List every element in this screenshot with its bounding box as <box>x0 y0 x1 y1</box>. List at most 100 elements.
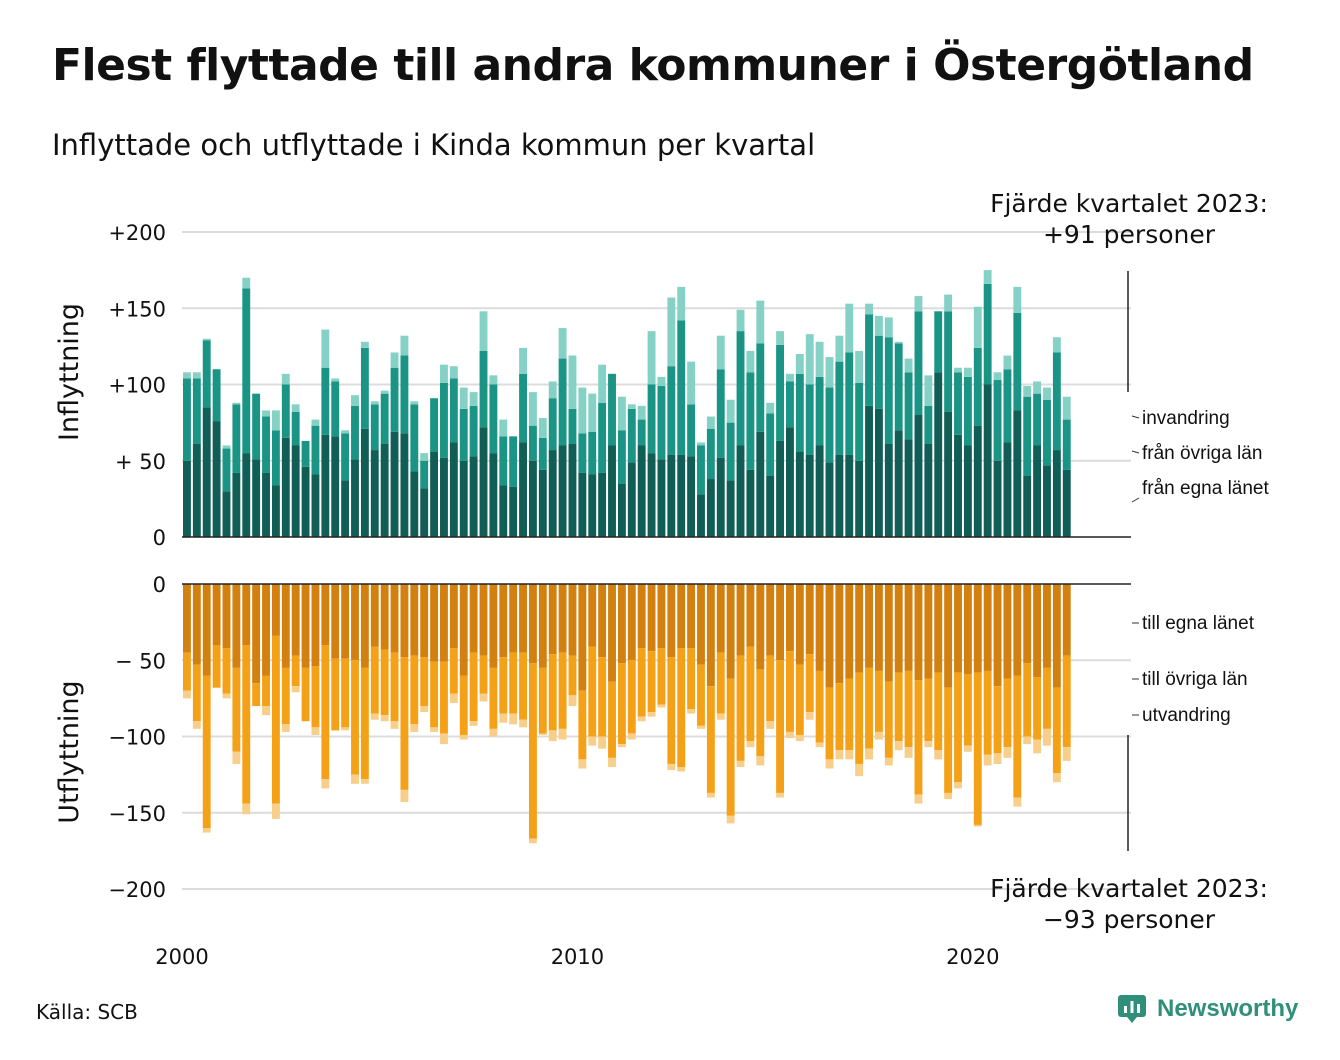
bar-outflow <box>884 757 893 766</box>
bar-outflow <box>598 657 607 737</box>
bar-outflow <box>1013 584 1022 676</box>
bar-inflow <box>983 384 992 537</box>
y-tick-label: 0 <box>153 573 166 597</box>
bar-inflow <box>370 450 379 537</box>
bar-outflow <box>459 584 468 676</box>
bar-inflow <box>825 387 834 463</box>
bar-outflow <box>548 730 557 742</box>
bar-inflow <box>301 440 310 467</box>
bar-outflow <box>697 725 705 729</box>
bar-outflow <box>756 669 765 757</box>
bar-outflow <box>983 754 992 766</box>
bar-outflow <box>746 741 755 748</box>
bar-outflow <box>410 584 419 656</box>
bar-outflow <box>835 683 844 751</box>
bar-inflow <box>617 430 626 484</box>
bar-outflow <box>558 584 567 653</box>
bar-outflow <box>924 741 933 748</box>
bar-inflow <box>795 354 804 374</box>
bar-inflow <box>410 471 419 537</box>
bar-inflow <box>548 398 557 451</box>
bar-outflow <box>479 584 488 656</box>
bar-outflow <box>627 733 636 740</box>
bar-inflow <box>1003 369 1012 443</box>
bar-inflow <box>351 405 359 460</box>
bar-inflow <box>963 367 972 377</box>
x-tick-label: 2010 <box>551 945 604 969</box>
bar-inflow <box>519 442 527 537</box>
bar-outflow <box>390 584 399 653</box>
bar-outflow <box>825 687 834 760</box>
bar-outflow <box>360 779 369 784</box>
end-label-inflow: från egna länet <box>1142 478 1269 499</box>
bar-outflow <box>271 584 280 636</box>
bar-inflow <box>1033 393 1042 446</box>
bar-outflow <box>667 584 676 658</box>
bar-outflow <box>637 584 646 649</box>
bar-outflow <box>608 681 616 758</box>
bar-outflow <box>360 584 369 668</box>
bar-outflow <box>627 584 636 661</box>
bar-inflow <box>528 392 537 426</box>
end-label-leader <box>1131 497 1140 503</box>
bar-outflow <box>262 675 270 706</box>
bar-outflow <box>321 645 330 780</box>
bar-outflow <box>687 709 696 714</box>
bar-inflow <box>884 317 893 338</box>
bar-outflow <box>430 727 439 732</box>
bar-outflow <box>617 584 626 664</box>
bar-inflow <box>954 367 962 373</box>
bar-inflow <box>1043 387 1051 400</box>
bar-inflow <box>786 381 794 428</box>
bar-inflow <box>360 341 369 348</box>
bar-outflow <box>400 657 409 790</box>
bar-outflow <box>973 824 982 827</box>
bar-outflow <box>677 648 686 767</box>
bar-inflow <box>657 459 666 537</box>
bar-inflow <box>291 445 300 537</box>
y-tick-label: +100 <box>108 374 166 398</box>
bar-outflow <box>232 667 241 752</box>
bar-outflow <box>667 763 676 771</box>
bar-inflow <box>904 439 913 537</box>
bar-inflow <box>805 454 814 537</box>
bar-inflow <box>598 472 607 537</box>
bar-inflow <box>756 431 765 537</box>
bar-inflow <box>716 369 725 458</box>
bar-outflow <box>756 756 765 766</box>
bar-inflow <box>321 329 330 368</box>
bar-outflow <box>568 695 577 706</box>
bar-outflow <box>1033 584 1042 678</box>
bar-inflow <box>341 430 350 434</box>
bar-inflow <box>222 491 231 537</box>
bar-inflow <box>430 451 439 537</box>
bar-outflow <box>835 750 844 760</box>
bar-outflow <box>776 660 785 793</box>
bar-inflow <box>983 283 992 385</box>
bar-inflow <box>637 419 646 446</box>
bar-inflow <box>1062 396 1071 420</box>
bar-outflow <box>637 648 646 717</box>
bar-inflow <box>805 384 814 455</box>
bar-outflow <box>519 584 527 653</box>
bar-outflow <box>627 660 636 734</box>
bar-outflow <box>786 584 794 652</box>
y-tick-label: −100 <box>108 726 166 750</box>
bar-outflow <box>1023 663 1032 737</box>
bar-inflow <box>479 350 488 428</box>
bar-outflow <box>914 680 923 795</box>
bar-inflow <box>509 436 518 487</box>
bar-outflow <box>637 716 646 722</box>
bar-outflow <box>420 584 429 658</box>
bar-inflow <box>400 433 409 537</box>
bar-inflow <box>430 398 439 452</box>
bar-outflow <box>874 584 883 671</box>
bar-outflow <box>944 792 953 800</box>
bar-inflow <box>578 472 587 537</box>
bar-outflow <box>954 672 962 783</box>
bar-inflow <box>192 378 201 444</box>
bar-outflow <box>252 683 261 706</box>
bar-outflow <box>914 584 923 681</box>
bar-inflow <box>1003 442 1012 537</box>
